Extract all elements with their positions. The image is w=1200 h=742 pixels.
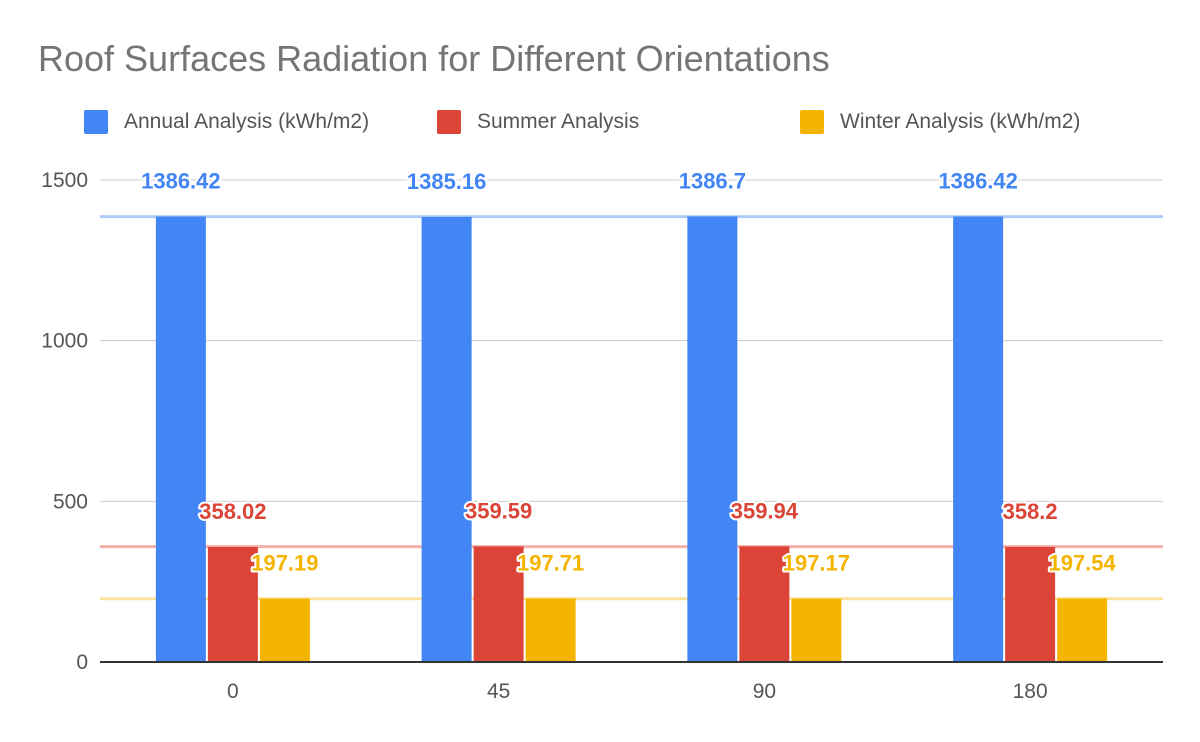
bar (525, 598, 576, 662)
legend-label-winter: Winter Analysis (kWh/m2) (840, 110, 1081, 133)
bar (259, 598, 310, 662)
x-tick-label: 90 (753, 680, 776, 703)
data-label: 1386.42 (141, 168, 221, 193)
bar (155, 216, 206, 662)
x-tick-label: 180 (1013, 680, 1048, 703)
legend-swatch-summer (437, 110, 461, 134)
y-tick-label: 0 (76, 651, 88, 674)
y-tick-label: 1500 (41, 169, 88, 192)
legend-item-summer[interactable]: Summer Analysis (437, 110, 639, 134)
y-tick-label: 500 (53, 490, 88, 513)
data-label: 1385.16 (407, 169, 487, 194)
bar (1005, 546, 1056, 662)
data-label: 197.71 (517, 550, 584, 575)
bar (953, 216, 1004, 662)
legend-label-summer: Summer Analysis (477, 110, 640, 133)
bar (791, 598, 842, 662)
legend-item-winter[interactable]: Winter Analysis (kWh/m2) (800, 110, 1080, 134)
data-label: 358.2 (1003, 499, 1058, 524)
bar (473, 546, 524, 662)
x-tick-label: 45 (487, 680, 510, 703)
data-label: 359.59 (465, 498, 532, 523)
bar (421, 216, 472, 662)
legend-swatch-annual (84, 110, 108, 134)
legend-label-annual: Annual Analysis (kWh/m2) (124, 110, 370, 133)
data-label: 197.54 (1048, 551, 1116, 576)
data-label: 197.19 (251, 551, 318, 576)
legend-item-annual[interactable]: Annual Analysis (kWh/m2) (84, 110, 369, 134)
x-tick-label: 0 (227, 680, 239, 703)
bar (207, 546, 258, 662)
data-label: 358.02 (199, 499, 266, 524)
chart-title: Roof Surfaces Radiation for Different Or… (38, 38, 830, 79)
data-label: 1386.7 (679, 168, 746, 193)
bar (687, 216, 738, 662)
data-label: 1386.42 (938, 168, 1018, 193)
bar (1057, 598, 1108, 662)
data-label: 197.17 (783, 551, 850, 576)
legend-swatch-winter (800, 110, 824, 134)
y-tick-label: 1000 (41, 330, 88, 353)
bar (739, 546, 790, 662)
data-label: 359.94 (731, 498, 799, 523)
